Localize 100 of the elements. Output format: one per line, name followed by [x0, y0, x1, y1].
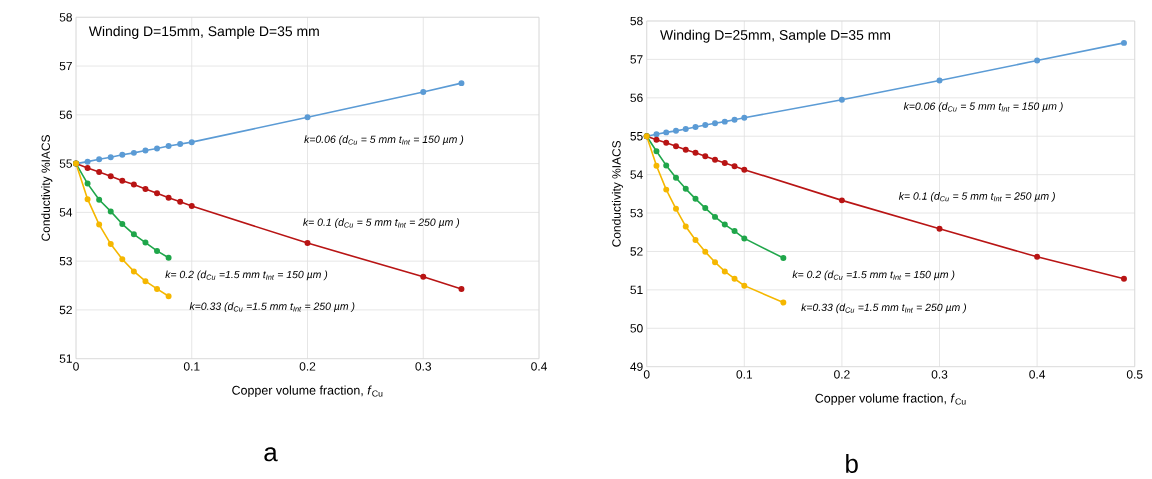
point — [84, 158, 91, 165]
point — [142, 147, 149, 154]
point — [673, 143, 679, 150]
point — [653, 148, 660, 155]
y-tick-label: 58 — [630, 16, 643, 26]
point — [702, 153, 709, 160]
y-axis-title: Conductivity %IACS — [41, 135, 53, 241]
series-label: k= 0.2 (d$_{Cu}$ =1.5 mm t$_{Int}$ = 150 µm ) — [165, 270, 328, 281]
y-tick-label: 53 — [59, 256, 72, 266]
point — [142, 239, 149, 246]
y-tick-label: 49 — [630, 362, 643, 371]
point — [458, 80, 465, 87]
point — [682, 223, 689, 230]
point — [721, 221, 728, 228]
point — [107, 154, 114, 161]
point — [780, 299, 787, 306]
x-tick-label: 0.4 — [531, 362, 547, 371]
point — [154, 247, 161, 254]
point — [119, 151, 126, 158]
point — [673, 127, 679, 134]
point — [177, 141, 184, 148]
y-tick-label: 56 — [59, 110, 72, 120]
point — [130, 231, 137, 238]
point — [420, 88, 427, 95]
x-tick-label: 0.2 — [299, 362, 316, 371]
point — [154, 145, 161, 152]
point — [663, 186, 670, 193]
point — [96, 221, 103, 228]
y-tick-label: 57 — [630, 55, 643, 64]
x-tick-label: 0.2 — [834, 370, 850, 379]
y-tick-label: 55 — [59, 159, 72, 168]
series-label: k= 0.1 (d$_{Cu}$ = 5 mm t$_{Int}$ = 250 µm ) — [898, 192, 1055, 202]
point — [712, 213, 719, 220]
point — [682, 146, 689, 153]
point — [165, 143, 172, 150]
point — [1120, 39, 1127, 46]
y-tick-label: 56 — [630, 93, 643, 103]
point — [682, 125, 689, 132]
point — [107, 173, 114, 180]
point — [731, 228, 738, 235]
text: a — [264, 447, 278, 462]
series-label: k=0.33 (d$_{Cu}$ =1.5 mm t$_{Int}$ = 250 µm ) — [189, 302, 355, 313]
point — [731, 116, 738, 123]
point — [107, 241, 114, 248]
point — [936, 77, 943, 84]
x-axis-title: Copper volume fraction, f$_{Cu}$ — [232, 385, 383, 398]
point — [653, 136, 660, 143]
point — [741, 166, 748, 173]
y-tick-label: 51 — [59, 354, 72, 363]
point — [119, 177, 126, 184]
y-tick-label: 51 — [630, 285, 643, 295]
x-tick-label: 0.3 — [931, 370, 948, 379]
point — [741, 235, 748, 242]
y-tick-label: 52 — [59, 305, 72, 315]
point — [731, 275, 738, 282]
point — [936, 225, 943, 232]
point — [702, 205, 709, 212]
point — [107, 208, 114, 215]
point — [119, 221, 126, 228]
point — [96, 156, 103, 163]
point — [142, 185, 149, 192]
x-tick-label: 0.4 — [1029, 370, 1046, 379]
x-tick-label: 0 — [643, 370, 650, 379]
point — [692, 124, 699, 130]
point — [130, 149, 137, 156]
point — [154, 190, 161, 197]
point — [1034, 57, 1041, 64]
point — [673, 174, 679, 181]
point — [1034, 253, 1041, 260]
point — [165, 293, 172, 300]
point — [702, 248, 709, 255]
point — [741, 282, 748, 289]
series-label: k=0.06 (d$_{Cu}$ = 5 mm t$_{Int}$ = 150 µm ) — [903, 102, 1063, 112]
point — [142, 278, 149, 285]
point — [304, 240, 311, 247]
point — [130, 181, 137, 188]
y-axis-title: Conductivity %IACS — [611, 140, 624, 247]
y-tick-label: 58 — [59, 13, 72, 22]
point — [188, 139, 195, 146]
point — [84, 165, 91, 171]
point — [96, 168, 103, 175]
point — [731, 163, 738, 170]
y-tick-label: 50 — [630, 324, 643, 333]
point — [304, 114, 311, 121]
point — [154, 285, 161, 292]
point — [663, 139, 670, 146]
x-tick-label: 0.5 — [1126, 370, 1143, 379]
point — [721, 268, 728, 275]
point — [119, 256, 126, 263]
point — [663, 129, 670, 136]
point — [838, 96, 845, 103]
x-tick-label: 0.1 — [183, 362, 200, 371]
point — [1120, 275, 1127, 282]
point — [712, 259, 719, 266]
point — [721, 118, 728, 125]
point — [712, 120, 719, 127]
point — [96, 196, 103, 203]
series-label: k= 0.2 (d$_{Cu}$ =1.5 mm t$_{Int}$ = 150 µm ) — [792, 270, 955, 281]
point — [673, 205, 679, 212]
text: b — [846, 453, 858, 473]
